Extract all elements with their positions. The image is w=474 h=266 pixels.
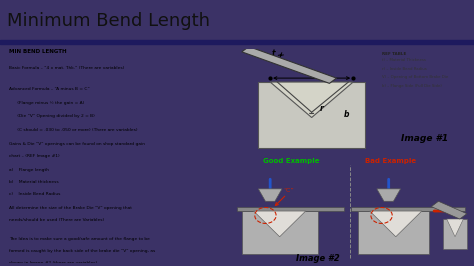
Polygon shape	[258, 189, 282, 201]
Text: Gains & Die “V” openings can be found on shop standard gain: Gains & Die “V” openings can be found on…	[9, 142, 145, 146]
Polygon shape	[358, 211, 429, 255]
Text: chart – (REF Image #1): chart – (REF Image #1)	[9, 154, 60, 158]
Text: Good Example: Good Example	[263, 158, 319, 164]
Text: (Die “V” Opening divided by 2 = B): (Die “V” Opening divided by 2 = B)	[9, 114, 95, 118]
Polygon shape	[254, 211, 306, 237]
Polygon shape	[431, 201, 467, 219]
Polygon shape	[447, 219, 464, 237]
Text: shown in Image #2 (there are variables): shown in Image #2 (there are variables)	[9, 261, 97, 265]
Text: t) – Material Thickness: t) – Material Thickness	[382, 59, 426, 63]
Text: needs/should be used (There are Variables): needs/should be used (There are Variable…	[9, 218, 104, 222]
Text: All determine the size of the Brake Die “V” opening that: All determine the size of the Brake Die …	[9, 206, 132, 210]
Text: r) – Inside Bend Radius: r) – Inside Bend Radius	[382, 67, 426, 71]
Text: b) – Flange Side (Full Die Side): b) – Flange Side (Full Die Side)	[382, 84, 441, 88]
Text: Image #1: Image #1	[401, 134, 448, 143]
Text: t: t	[271, 49, 275, 58]
Bar	[235, 156, 472, 165]
Polygon shape	[258, 82, 365, 148]
Text: MIN BEND LENGTH: MIN BEND LENGTH	[9, 49, 67, 54]
Text: (Flange minus ½ the gain = A): (Flange minus ½ the gain = A)	[9, 101, 84, 105]
Text: a)    Flange length: a) Flange length	[9, 168, 49, 172]
Text: r: r	[320, 104, 324, 113]
Bar	[237, 207, 344, 211]
Text: (C should = .030 to .050 or more) (There are variables): (C should = .030 to .050 or more) (There…	[9, 128, 137, 132]
Text: Image #2: Image #2	[296, 254, 339, 263]
Text: Minimum Bend Length: Minimum Bend Length	[7, 12, 210, 30]
Polygon shape	[370, 211, 422, 237]
Text: REF TABLE: REF TABLE	[382, 52, 406, 56]
Bar	[351, 207, 465, 211]
Polygon shape	[270, 82, 353, 118]
Bar	[0, 40, 474, 44]
Polygon shape	[443, 219, 467, 249]
Text: The Idea is to make sure a good/safe amount of the flange to be: The Idea is to make sure a good/safe amo…	[9, 236, 150, 240]
Text: b: b	[344, 110, 349, 119]
Text: b)    Material thickness: b) Material thickness	[9, 180, 59, 184]
Polygon shape	[242, 211, 318, 255]
Polygon shape	[242, 47, 337, 83]
Text: V) – Opening of Bottom Brake Die: V) – Opening of Bottom Brake Die	[382, 76, 448, 80]
Text: Advanced Formula – “A minus B = C”: Advanced Formula – “A minus B = C”	[9, 87, 90, 91]
Polygon shape	[377, 189, 401, 201]
Text: “C”: “C”	[284, 188, 294, 193]
Text: v: v	[308, 70, 313, 79]
Text: c)    Inside Bend Radius: c) Inside Bend Radius	[9, 192, 61, 196]
Text: formed is caught by the back side of the brake die “V” opening, as: formed is caught by the back side of the…	[9, 249, 155, 253]
Text: Basic Formula – “4 x mat. Thk.” (There are variables): Basic Formula – “4 x mat. Thk.” (There a…	[9, 66, 124, 70]
Text: Bad Example: Bad Example	[365, 158, 416, 164]
